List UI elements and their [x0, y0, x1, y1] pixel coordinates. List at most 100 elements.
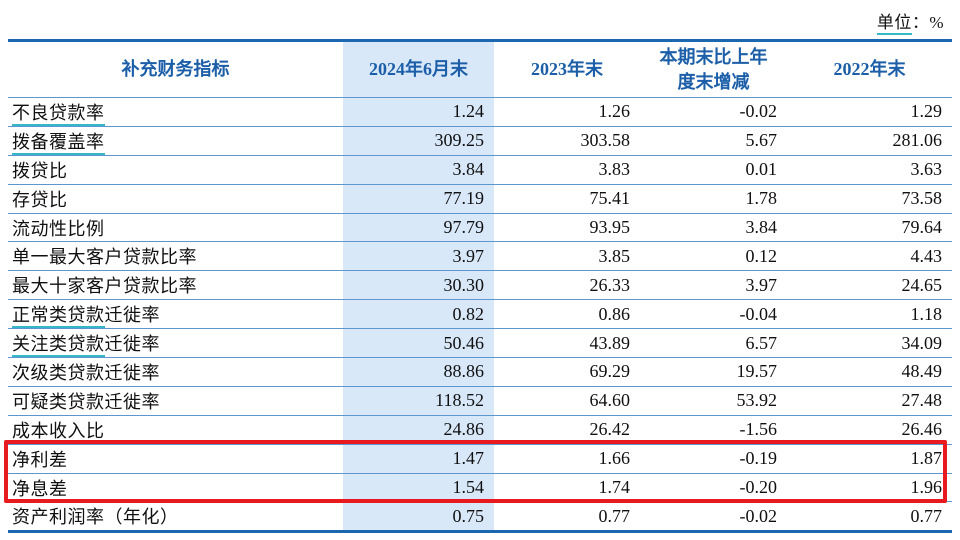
- cell-value: 79.64: [787, 213, 952, 243]
- cell-value: 53.92: [640, 386, 787, 416]
- row-label: 关注类贷款迁徙率: [8, 328, 343, 359]
- column-header: 本期末比上年 度末增减: [640, 40, 787, 98]
- cell-value: 1.18: [787, 299, 952, 330]
- table-row: 成本收入比 24.86 26.42 -1.56 26.46: [8, 415, 952, 445]
- cell-value: 50.46: [343, 328, 494, 359]
- cell-value: 309.25: [343, 126, 494, 156]
- cell-value: 1.26: [494, 97, 640, 127]
- cell-value: -0.19: [640, 444, 787, 474]
- cell-value: 1.29: [787, 97, 952, 127]
- cell-value: 1.74: [494, 473, 640, 503]
- cell-value: -0.20: [640, 473, 787, 503]
- cell-value: -1.56: [640, 415, 787, 445]
- cell-value: -0.02: [739, 505, 778, 526]
- cell-value: -0.02: [640, 97, 787, 127]
- column-header: 补充财务指标: [8, 40, 343, 98]
- cell-value: 1.87: [787, 444, 952, 474]
- underlined-term: 正常类贷款: [12, 305, 105, 329]
- cell-value: 3.63: [787, 155, 952, 185]
- cell-value: 27.48: [787, 386, 952, 416]
- row-label: 流动性比例: [8, 213, 343, 243]
- cell-value: 77.19: [343, 184, 494, 214]
- cell-value: 303.58: [494, 126, 640, 156]
- table-row: 流动性比例 97.79 93.95 3.84 79.64: [8, 213, 952, 243]
- row-label: 拨贷比: [8, 155, 343, 185]
- cell-value: 3.85: [494, 241, 640, 272]
- cell-value: 93.95: [494, 213, 640, 243]
- row-label: 单一最大客户贷款比率: [8, 241, 343, 272]
- cell-value: 69.29: [494, 357, 640, 387]
- cell-value: 73.58: [787, 184, 952, 214]
- cell-value: 3.97: [640, 270, 787, 301]
- cell-value: 281.06: [787, 126, 952, 156]
- cell-value: 24.86: [343, 415, 494, 445]
- cell-value: 34.09: [787, 328, 952, 359]
- cell-value: 0.86: [494, 299, 640, 330]
- header-row: 补充财务指标 2024年6月末 2023年末 本期末比上年 度末增减 2022年末: [8, 40, 952, 98]
- cell-value: 26.33: [494, 270, 640, 301]
- row-label: 拨备覆盖率: [8, 126, 343, 156]
- row-label: 可疑类贷款迁徙率: [8, 386, 343, 416]
- cell-value: 1.78: [640, 184, 787, 214]
- column-header: 2024年6月末: [343, 40, 494, 98]
- cell-value: 3.84: [640, 213, 787, 243]
- cell-value: 118.52: [343, 386, 494, 416]
- cell-value: 0.01: [640, 155, 787, 185]
- row-label: 最大十家客户贷款比率: [8, 270, 343, 301]
- row-label: 正常类贷款迁徙率: [8, 299, 343, 330]
- cell-value: 30.30: [343, 270, 494, 301]
- cell-value: 1.47: [343, 444, 494, 474]
- cell-value: 0.77: [910, 505, 943, 526]
- table-row: 拨备覆盖率 309.25 303.58 5.67 281.06: [8, 126, 952, 156]
- table-row: 单一最大客户贷款比率 3.97 3.85 0.12 4.43: [8, 241, 952, 272]
- cell-value: 5.67: [640, 126, 787, 156]
- table-row: 存贷比 77.19 75.41 1.78 73.58: [8, 184, 952, 214]
- table-row: 可疑类贷款迁徙率 118.52 64.60 53.92 27.48: [8, 386, 952, 416]
- table-row: 净利差 1.47 1.66 -0.19 1.87: [8, 444, 952, 474]
- row-label: 净息差: [8, 473, 343, 503]
- cell-value: 1.66: [494, 444, 640, 474]
- column-header: 2023年末: [494, 40, 640, 98]
- cell-value: 26.46: [787, 415, 952, 445]
- cell-value: 97.79: [343, 213, 494, 243]
- cell-value: 0.77: [598, 505, 631, 526]
- cell-value: 43.89: [494, 328, 640, 359]
- cell-value: 0.75: [343, 501, 494, 532]
- cell-value: 48.49: [787, 357, 952, 387]
- row-label: 存贷比: [8, 184, 343, 214]
- row-label: 成本收入比: [8, 415, 343, 445]
- cell-value: 64.60: [494, 386, 640, 416]
- row-label: 次级类贷款迁徙率: [8, 357, 343, 387]
- row-label: 不良贷款率: [8, 97, 343, 127]
- cell-value: 1.24: [343, 97, 494, 127]
- financial-indicators-table: 补充财务指标 2024年6月末 2023年末 本期末比上年 度末增减 2022年末 不良…: [8, 39, 952, 534]
- cell-value: 75.41: [494, 184, 640, 214]
- cell-value: 0.12: [640, 241, 787, 272]
- table-row: 关注类贷款迁徙率 50.46 43.89 6.57 34.09: [8, 328, 952, 359]
- cell-value: 3.83: [494, 155, 640, 185]
- cell-value: 3.97: [343, 241, 494, 272]
- underlined-term: 不良贷款率: [12, 102, 105, 126]
- cell-value: 88.86: [343, 357, 494, 387]
- cell-value: 3.84: [343, 155, 494, 185]
- table-row: 拨贷比 3.84 3.83 0.01 3.63: [8, 155, 952, 185]
- underlined-term: 关注类贷款: [12, 334, 105, 358]
- cell-value: 19.57: [640, 357, 787, 387]
- cell-value: 6.57: [640, 328, 787, 359]
- cell-value: 1.54: [343, 473, 494, 503]
- column-header: 2022年末: [787, 40, 952, 98]
- table-row: 净息差 1.54 1.74 -0.20 1.96: [8, 473, 952, 503]
- table-row: 最大十家客户贷款比率 30.30 26.33 3.97 24.65: [8, 270, 952, 301]
- cell-value: 26.42: [494, 415, 640, 445]
- cell-value: 0.82: [343, 299, 494, 330]
- row-label: 净利差: [8, 444, 343, 474]
- unit-term: 单位: [876, 13, 912, 35]
- unit-rest: ：%: [911, 13, 944, 32]
- table-row: 不良贷款率 1.24 1.26 -0.02 1.29: [8, 97, 952, 127]
- table-body: 不良贷款率 1.24 1.26 -0.02 1.29 拨备覆盖率 309.25 303.58 5…: [8, 97, 952, 532]
- table-row: 正常类贷款迁徙率 0.82 0.86 -0.04 1.18: [8, 299, 952, 330]
- table-row: 次级类贷款迁徙率 88.86 69.29 19.57 48.49: [8, 357, 952, 387]
- cell-value: 1.96: [787, 473, 952, 503]
- unit-label: 单位：%: [876, 8, 944, 35]
